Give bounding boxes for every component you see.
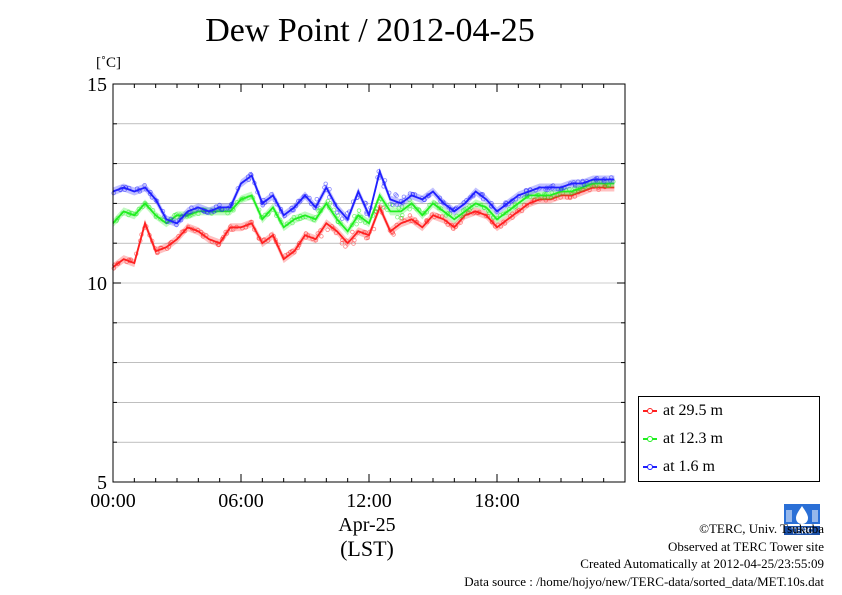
credit-source: Data source : /home/hojyo/new/TERC-data/… xyxy=(464,573,824,589)
series-point xyxy=(325,227,330,232)
series-point xyxy=(297,198,303,204)
series-point xyxy=(381,204,387,210)
legend-item-1-6m: at 1.6 m xyxy=(643,457,715,477)
series-point xyxy=(350,229,355,235)
series-point xyxy=(185,224,191,230)
credit-created: Created Automatically at 2012-04-25/23:5… xyxy=(580,556,824,571)
series-point xyxy=(407,191,413,196)
y-axis-unit: [˚C] xyxy=(96,55,121,71)
logo-text: TERC xyxy=(791,527,813,536)
series-point xyxy=(349,222,355,228)
series-point xyxy=(239,197,244,202)
series-point xyxy=(323,181,328,186)
series-band xyxy=(113,167,615,228)
series-point xyxy=(436,205,442,211)
series-point xyxy=(340,216,345,221)
series-point xyxy=(393,192,398,197)
series-point xyxy=(177,217,182,223)
series-point xyxy=(115,215,121,221)
series-point xyxy=(425,193,431,198)
y-tick-label: 10 xyxy=(87,273,107,295)
x-tick-label: 00:00 xyxy=(90,490,136,512)
series-point xyxy=(391,232,396,237)
legend-item-12-3m: at 12.3 m xyxy=(643,429,723,449)
series-point xyxy=(356,208,362,213)
series-point xyxy=(352,237,357,243)
legend-item-29-5m: at 29.5 m xyxy=(643,401,723,421)
series-point xyxy=(293,203,299,209)
legend: at 29.5 m at 12.3 m at 1.6 m xyxy=(638,396,820,482)
series-point xyxy=(441,200,446,206)
series-point xyxy=(407,213,413,218)
legend-swatch-blue xyxy=(643,462,657,472)
series-point xyxy=(446,204,451,210)
series-point xyxy=(489,219,495,224)
series-point xyxy=(343,244,348,249)
series-point xyxy=(365,235,370,241)
series-point xyxy=(115,261,120,266)
y-tick-label: 15 xyxy=(87,74,107,96)
series-point xyxy=(354,221,359,227)
series-point xyxy=(314,196,319,202)
series-point xyxy=(399,204,405,209)
series-point xyxy=(401,194,407,199)
series-layer xyxy=(111,167,616,272)
series-point xyxy=(335,213,340,218)
series-blue xyxy=(111,167,615,228)
series-point xyxy=(319,234,324,239)
x-tick-label: 18:00 xyxy=(474,490,520,512)
legend-label: at 12.3 m xyxy=(663,430,723,447)
series-point xyxy=(407,206,412,212)
terc-logo-icon: TERC xyxy=(784,504,820,536)
series-line xyxy=(112,168,615,225)
legend-label: at 29.5 m xyxy=(663,402,723,419)
series-point xyxy=(316,208,321,213)
axis-ticks: 5 10 15 00:00 06:00 12:00 18:00 xyxy=(87,74,626,512)
series-point xyxy=(395,214,400,220)
legend-label: at 1.6 m xyxy=(663,458,715,475)
x-tick-label: 12:00 xyxy=(346,490,392,512)
series-point xyxy=(358,218,363,224)
series-point xyxy=(142,200,148,206)
gridlines xyxy=(113,123,625,443)
chart-title: Dew Point / 2012-04-25 xyxy=(205,12,535,49)
series-point xyxy=(335,210,340,215)
x-tick-label: 06:00 xyxy=(218,490,264,512)
series-point xyxy=(389,202,395,207)
series-point xyxy=(327,201,333,206)
series-point xyxy=(331,207,336,212)
credit-observed: Observed at TERC Tower site xyxy=(667,538,824,554)
series-line xyxy=(112,186,615,268)
credits: ©TERC, Univ. Tsukuba Observed at TERC To… xyxy=(464,520,824,590)
series-point xyxy=(396,206,401,211)
x-axis-date: Apr-25 xyxy=(338,514,396,536)
series-green xyxy=(112,179,616,236)
series-point xyxy=(413,220,419,225)
y-tick-label: 5 xyxy=(97,472,107,494)
series-point xyxy=(394,193,399,198)
series-point xyxy=(400,212,405,218)
credit-copyright: ©TERC, Univ. Tsukuba xyxy=(699,521,824,536)
series-point xyxy=(331,226,336,231)
x-axis-timezone: (LST) xyxy=(340,536,394,561)
legend-swatch-red xyxy=(643,406,657,416)
series-point xyxy=(394,202,399,207)
series-point xyxy=(230,206,235,212)
legend-swatch-green xyxy=(643,434,657,444)
series-line xyxy=(112,182,615,233)
